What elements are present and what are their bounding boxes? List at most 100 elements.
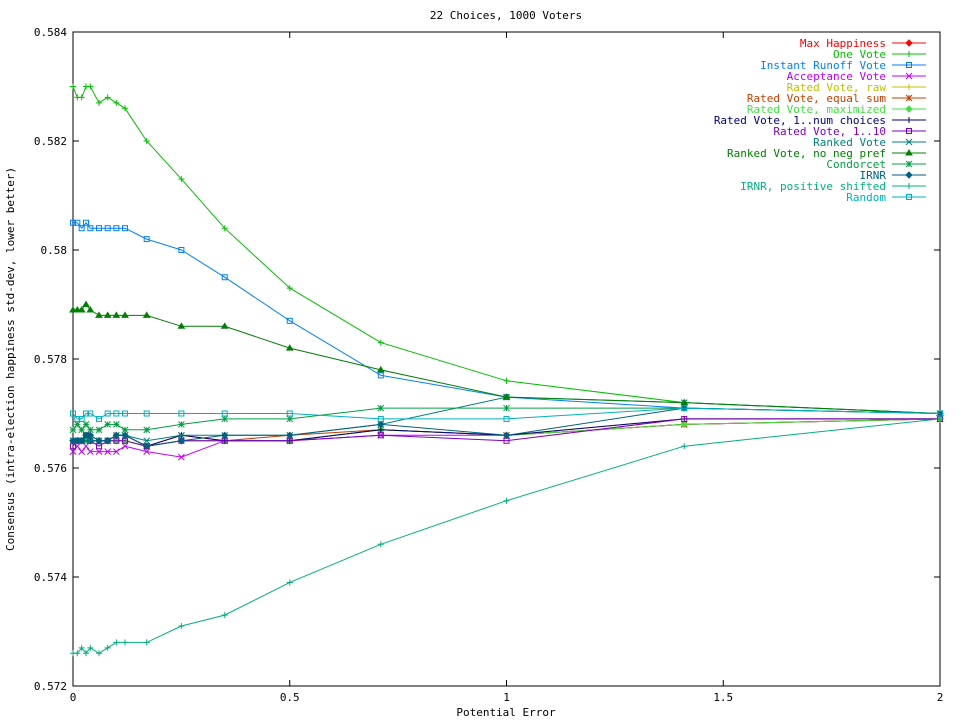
- data-point: [78, 448, 86, 456]
- y-tick-label: 0.578: [34, 353, 67, 366]
- data-point: [502, 393, 511, 400]
- data-point: [77, 305, 86, 313]
- data-point: [143, 138, 150, 144]
- data-point: [112, 448, 120, 456]
- data-point: [86, 426, 94, 434]
- data-point: [104, 421, 112, 428]
- data-point: [69, 426, 77, 434]
- legend-marker: [905, 171, 913, 179]
- data-point: [178, 176, 185, 183]
- series-line: [73, 221, 941, 414]
- data-point: [142, 311, 151, 318]
- data-point: [96, 99, 103, 106]
- data-point: [681, 415, 688, 422]
- data-point: [78, 225, 85, 232]
- series-2: [70, 219, 943, 417]
- data-point: [112, 311, 121, 318]
- data-point: [70, 83, 76, 90]
- data-point: [286, 415, 294, 423]
- y-tick-label: 0.572: [34, 680, 67, 693]
- data-point: [113, 225, 120, 232]
- data-point: [73, 305, 82, 313]
- data-point: [103, 437, 112, 445]
- data-point: [377, 541, 384, 548]
- y-tick-label: 0.574: [34, 571, 67, 584]
- data-point: [112, 431, 121, 440]
- data-point: [681, 405, 688, 412]
- data-point: [122, 105, 129, 112]
- series-1: [70, 83, 943, 417]
- data-point: [377, 420, 385, 429]
- data-point: [82, 300, 90, 307]
- data-point: [178, 623, 185, 630]
- data-point: [377, 432, 384, 439]
- data-point: [74, 650, 81, 657]
- data-point: [77, 437, 86, 445]
- data-point: [377, 404, 385, 412]
- data-point: [96, 415, 103, 422]
- data-point: [220, 322, 229, 329]
- legend-label: Rated Vote, raw: [787, 81, 887, 94]
- data-point: [87, 225, 94, 232]
- data-point: [285, 344, 294, 351]
- data-point: [95, 426, 103, 434]
- data-point: [377, 415, 384, 422]
- data-point: [95, 448, 103, 456]
- data-point: [113, 99, 120, 106]
- legend-label: One Vote: [833, 48, 886, 61]
- data-point: [221, 225, 228, 232]
- data-point: [86, 305, 95, 313]
- legend-marker: [906, 194, 912, 200]
- legend-marker: [906, 117, 912, 123]
- data-point: [221, 431, 229, 440]
- data-point: [376, 365, 385, 373]
- data-point: [286, 410, 293, 417]
- data-point: [503, 415, 510, 422]
- data-point: [95, 311, 103, 318]
- data-point: [377, 339, 384, 346]
- data-point: [96, 650, 103, 657]
- legend-label: Rated Vote, 1..10: [773, 125, 886, 138]
- x-tick-label: 2: [937, 691, 944, 704]
- data-point: [143, 410, 150, 417]
- legend-marker: [905, 138, 913, 146]
- data-point: [221, 415, 229, 423]
- data-point: [121, 431, 129, 440]
- series-line: [73, 418, 941, 655]
- data-point: [73, 421, 81, 428]
- data-point: [113, 639, 120, 646]
- data-point: [142, 442, 151, 450]
- legend-label: Rated Vote, maximized: [747, 103, 886, 116]
- legend-label: Instant Runoff Vote: [760, 59, 886, 72]
- data-point: [937, 415, 943, 422]
- data-point: [104, 448, 112, 456]
- legend-marker: [906, 51, 912, 57]
- data-point: [69, 305, 77, 313]
- data-point: [78, 415, 85, 422]
- data-point: [122, 410, 129, 417]
- x-tick-label: 0: [70, 691, 77, 704]
- data-point: [83, 650, 90, 657]
- legend-marker: [905, 160, 913, 168]
- data-point: [87, 83, 94, 90]
- data-point: [377, 372, 384, 379]
- data-point: [122, 225, 129, 232]
- data-point: [78, 94, 85, 101]
- data-point: [104, 94, 111, 101]
- legend-marker: [905, 94, 913, 102]
- legend-label: Max Happiness: [800, 37, 886, 50]
- data-point: [70, 219, 76, 226]
- data-point: [69, 448, 77, 456]
- data-point: [95, 437, 103, 445]
- data-point: [286, 285, 293, 292]
- data-point: [503, 497, 510, 504]
- data-point: [143, 426, 151, 434]
- series-layer: [69, 83, 944, 657]
- data-point: [103, 311, 112, 318]
- data-point: [178, 410, 185, 417]
- data-point: [104, 225, 111, 232]
- data-point: [78, 426, 86, 434]
- legend-label: IRNR, positive shifted: [740, 180, 886, 193]
- legend-label: IRNR: [860, 169, 887, 182]
